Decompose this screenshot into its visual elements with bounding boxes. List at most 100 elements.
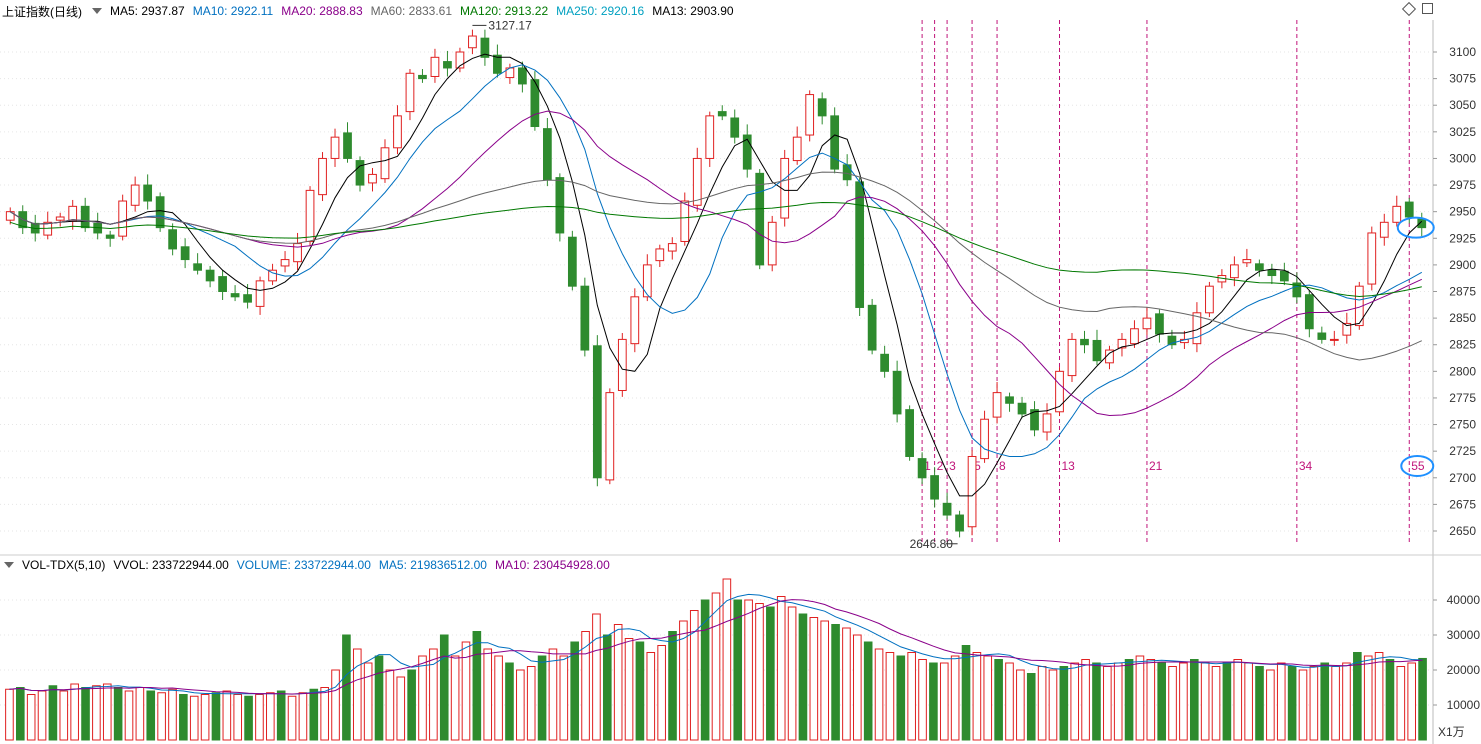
maximize-icon[interactable] (1422, 3, 1433, 14)
volume-bar (1233, 659, 1243, 741)
ma-label: MA250: 2920.16 (556, 4, 645, 18)
y-tick-label: 30000 (1447, 628, 1481, 642)
volume-bar (1135, 655, 1145, 741)
candle-body (1067, 338, 1077, 377)
candle-body (805, 94, 815, 136)
candle-body (180, 246, 190, 261)
volume-bar (266, 692, 275, 741)
candle-body (218, 276, 227, 293)
volume-bar (363, 662, 373, 741)
volume-bar (1168, 666, 1177, 741)
volume-bar (505, 662, 514, 741)
volume-bar (331, 669, 340, 741)
volume-dropdown-icon[interactable] (4, 562, 14, 568)
volume-bar (320, 687, 329, 741)
ma-line (9, 53, 1423, 497)
candle-body (730, 117, 740, 138)
candle-body (1254, 263, 1264, 271)
candle-body (1042, 413, 1052, 433)
volume-bar (885, 652, 895, 741)
candle-body (255, 280, 265, 307)
candle-body (717, 111, 727, 117)
volume-bar (70, 683, 79, 741)
volume-bar (939, 662, 949, 741)
volume-bar (744, 599, 753, 741)
volume-bar (233, 694, 243, 741)
volume-bar (950, 655, 960, 741)
volume-bar (1374, 652, 1384, 741)
candle-body (1142, 317, 1152, 330)
candle-body (955, 514, 964, 532)
candle-body (105, 234, 115, 239)
candle-body (1329, 338, 1339, 341)
volume-bar (1146, 659, 1156, 741)
volume-bar (624, 638, 634, 741)
candle-body (942, 502, 952, 516)
indicator-dropdown-icon[interactable] (92, 8, 102, 14)
candle-body (480, 37, 490, 58)
ma-label: MA120: 2913.22 (460, 4, 549, 18)
volume-bar (244, 695, 253, 741)
fib-label: 2 (937, 459, 944, 473)
volume-bar (1179, 662, 1188, 741)
volume-bar (863, 641, 873, 741)
candle-body (418, 74, 427, 80)
volume-bar (1059, 666, 1069, 741)
candle-body (792, 136, 802, 162)
volume-bar (81, 687, 90, 741)
candle-body (455, 51, 465, 69)
volume-bar (1287, 666, 1297, 741)
candle-body (1304, 294, 1314, 330)
candle-body (1342, 322, 1352, 336)
candle-body (330, 136, 340, 159)
candle-body (917, 458, 927, 479)
y-tick-label: 2725 (1449, 444, 1476, 458)
volume-bar (124, 690, 134, 741)
candle-body (1367, 232, 1377, 285)
ma-lines (9, 53, 1423, 497)
volume-bar (342, 634, 351, 741)
volume-bar (1016, 669, 1025, 741)
candle-body (518, 67, 527, 85)
candle-body (143, 184, 153, 202)
volume-bar (918, 659, 927, 741)
volume-bar (1113, 662, 1123, 741)
candle-body (692, 157, 702, 206)
volume-bar (1070, 662, 1080, 741)
y-tick-label: 3025 (1449, 125, 1476, 139)
candle-body (1155, 313, 1164, 335)
volume-bar (1026, 673, 1036, 741)
volume-bar (494, 655, 503, 741)
volume-bar (994, 659, 1003, 741)
candle-body (642, 264, 652, 298)
volume-bar (352, 648, 362, 741)
candle-body (355, 160, 365, 186)
candle-body (1404, 201, 1414, 218)
candle-body (842, 164, 852, 181)
candle-body (1030, 409, 1039, 431)
y-tick-label: 2850 (1449, 311, 1476, 325)
volume-bar (439, 634, 449, 741)
candle-body (655, 248, 665, 262)
volume-bar (635, 641, 645, 741)
volume-bar (200, 694, 210, 741)
candle-body (580, 285, 590, 351)
volume-bar (1037, 666, 1047, 741)
volume-bar (972, 652, 982, 741)
candle-body (393, 115, 402, 149)
ma-label: MA20: 2888.83 (281, 4, 363, 18)
candle-body (667, 243, 677, 252)
volume-label: VOLUME: 233722944.00 (236, 558, 371, 572)
y-tick-label: 2775 (1449, 391, 1476, 405)
volume-bar (1005, 662, 1014, 741)
volume-bar (842, 627, 851, 741)
volume-bar (16, 687, 25, 741)
volume-bar (570, 641, 579, 741)
volume-bar (396, 676, 406, 741)
y-tick-label: 2650 (1449, 524, 1476, 538)
volume-bar (374, 655, 384, 741)
candle-body (1167, 335, 1177, 346)
volume-bar (1276, 662, 1286, 741)
y-tick-label: 2825 (1449, 338, 1476, 352)
